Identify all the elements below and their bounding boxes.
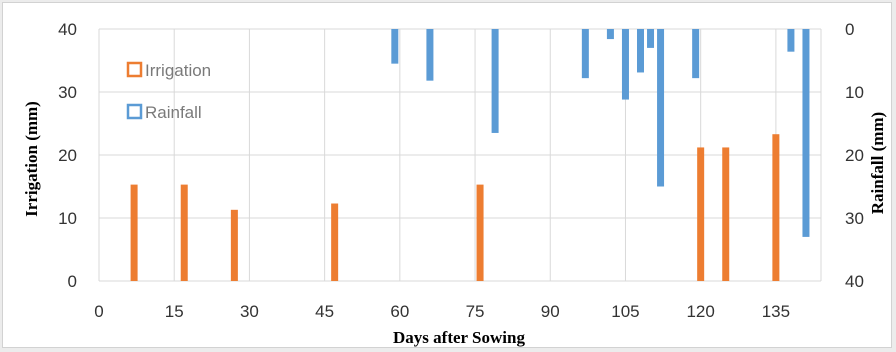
y-tick-label: 20 [58, 146, 77, 165]
legend: Irrigation Rainfall [126, 61, 211, 122]
x-tick-label: 45 [315, 302, 334, 321]
chart-svg: 0 10 20 30 40 0 10 20 30 40 0 15 30 45 60 75 90 105 120 135… [22, 20, 887, 347]
bar-rainfall [581, 29, 589, 79]
bar-irrigation [230, 209, 238, 281]
bar-rainfall [491, 29, 499, 133]
y-tick-label: 0 [68, 272, 77, 291]
legend-label-rainfall: Rainfall [145, 103, 202, 122]
bar-rainfall [647, 29, 655, 48]
bar-rainfall [621, 29, 629, 100]
bar-irrigation [772, 134, 780, 281]
x-tick-label: 30 [240, 302, 259, 321]
bar-irrigation [722, 147, 730, 281]
bar-rainfall [802, 29, 810, 237]
bar-irrigation [476, 184, 484, 281]
tick-labels: 0 10 20 30 40 0 10 20 30 40 0 15 30 45 60 75 90 105 120 135 [58, 20, 864, 321]
x-tick-label: 90 [541, 302, 560, 321]
x-tick-label: 0 [94, 302, 103, 321]
bar-rainfall [606, 29, 614, 40]
y-axis-title: Irrigation (mm) [22, 101, 41, 217]
chart-frame: 0 10 20 30 40 0 10 20 30 40 0 15 30 45 60 75 90 105 120 135… [2, 2, 892, 348]
x-tick-label: 75 [466, 302, 485, 321]
legend-label-irrigation: Irrigation [145, 61, 211, 80]
x-axis-title: Days after Sowing [393, 328, 525, 347]
bar-irrigation [331, 203, 339, 281]
bar-rainfall [657, 29, 665, 187]
x-tick-label: 60 [390, 302, 409, 321]
y2-tick-label: 40 [845, 272, 864, 291]
bars [130, 29, 810, 281]
bar-irrigation [697, 147, 705, 281]
y2-tick-label: 20 [845, 146, 864, 165]
x-tick-label: 120 [686, 302, 714, 321]
x-tick-label: 15 [165, 302, 184, 321]
bar-rainfall [787, 29, 795, 52]
bar-rainfall [637, 29, 644, 73]
bar-irrigation [180, 184, 188, 281]
y2-axis-title: Rainfall (mm) [868, 112, 887, 214]
y2-tick-label: 30 [845, 209, 864, 228]
y2-tick-label: 0 [845, 20, 854, 39]
y-tick-label: 30 [58, 83, 77, 102]
bar-rainfall [692, 29, 700, 79]
x-tick-label: 135 [762, 302, 790, 321]
bar-rainfall [391, 29, 399, 64]
y-tick-label: 10 [58, 209, 77, 228]
bar-rainfall [426, 29, 434, 81]
y2-tick-label: 10 [845, 83, 864, 102]
bar-irrigation [130, 184, 138, 281]
x-tick-label: 105 [611, 302, 639, 321]
y-tick-label: 40 [58, 20, 77, 39]
legend-swatch-irrigation [126, 61, 143, 78]
legend-swatch-rainfall [126, 103, 143, 120]
